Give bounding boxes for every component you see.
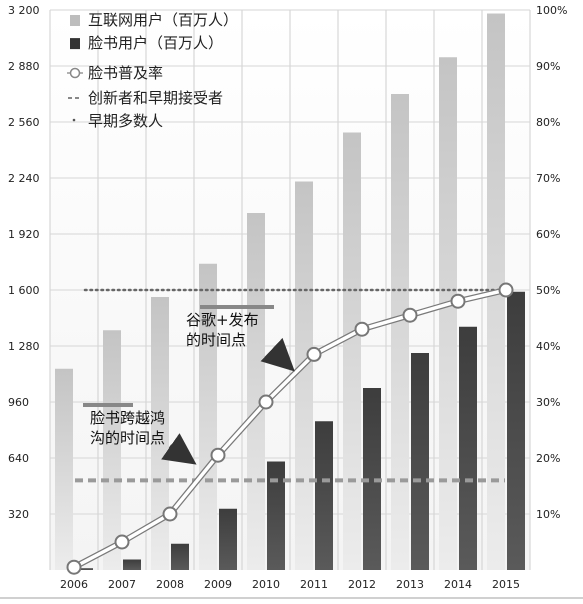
y-right-tick-label: 80% [536, 116, 560, 129]
y-right-tick-label: 90% [536, 60, 560, 73]
y-right-tick-label: 70% [536, 172, 560, 185]
bar-facebook-users [315, 421, 333, 570]
bar-facebook-users [267, 461, 285, 570]
penetration-point [162, 506, 178, 522]
annotation-chasm-line1: 脸书跨越鸿 [90, 409, 165, 427]
annotation-chasm-bar [83, 403, 133, 407]
annotation-google-line2: 的时间点 [186, 331, 246, 349]
bar-internet-users [295, 181, 313, 570]
axes: 320 640 960 1 280 1 600 1 920 2 240 2 560 2 880 3… [0, 4, 583, 599]
bar-facebook-users [123, 559, 141, 570]
reference-lines [75, 288, 507, 483]
x-tick-label: 2013 [396, 578, 424, 591]
y-left-tick-label: 2 560 [8, 116, 40, 129]
legend-label-innovators: 创新者和早期接受者 [88, 89, 223, 107]
penetration-point [306, 346, 322, 362]
y-left-tick-label: 960 [8, 396, 29, 409]
penetration-point [354, 321, 370, 337]
y-right-tick-label: 40% [536, 340, 560, 353]
bar-facebook-users [171, 543, 189, 570]
x-tick-label: 2006 [60, 578, 88, 591]
y-left-tick-label: 640 [8, 452, 29, 465]
bar-facebook-users [219, 508, 237, 570]
y-left-tick-label: 3 200 [8, 4, 40, 17]
bar-internet-users [151, 297, 169, 570]
penetration-point [210, 447, 226, 463]
penetration-point [258, 394, 274, 410]
y-left-tick-label: 1 280 [8, 340, 40, 353]
bar-internet-users [247, 213, 265, 570]
legend-swatch-facebook [70, 38, 80, 50]
penetration-point [498, 282, 514, 298]
bar-facebook-users [363, 388, 381, 570]
x-tick-label: 2010 [252, 578, 280, 591]
bar-internet-users [199, 263, 217, 570]
legend-label-facebook: 脸书用户（百万人） [88, 34, 223, 52]
y-left-tick-label: 2 880 [8, 60, 40, 73]
x-tick-label: 2014 [444, 578, 472, 591]
y-right-tick-label: 10% [536, 508, 560, 521]
annotation-google-line1: 谷歌+发布 [186, 311, 259, 329]
penetration-line-path [73, 288, 507, 569]
y-right-tick-label: 30% [536, 396, 560, 409]
y-right-tick-label: 60% [536, 228, 560, 241]
x-tick-label: 2008 [156, 578, 184, 591]
bar-facebook-users [411, 353, 429, 570]
x-tick-label: 2012 [348, 578, 376, 591]
y-left-tick-label: 1 600 [8, 284, 40, 297]
legend-label-early-majority: 早期多数人 [88, 112, 163, 130]
x-tick-label: 2007 [108, 578, 136, 591]
y-right-tick-label: 50% [536, 284, 560, 297]
bar-facebook-users [75, 568, 93, 570]
bars [55, 13, 525, 570]
legend-label-penetration: 脸书普及率 [88, 64, 163, 82]
annotation-chasm-arrow [161, 433, 197, 465]
y-left-tick-label: 1 920 [8, 228, 40, 241]
penetration-point [66, 559, 82, 575]
legend-swatch-penetration-point [69, 67, 81, 79]
y-right-tick-label: 100% [536, 4, 567, 17]
bar-internet-users [55, 368, 73, 570]
annotation-google-arrow [260, 337, 295, 372]
penetration-line [66, 282, 514, 575]
legend-label-internet: 互联网用户（百万人） [88, 11, 238, 29]
x-tick-label: 2015 [492, 578, 520, 591]
penetration-point [402, 307, 418, 323]
bar-facebook-users [507, 291, 525, 570]
y-right-tick-label: 20% [536, 452, 560, 465]
x-tick-label: 2009 [204, 578, 232, 591]
legend-swatch-early-majority [72, 118, 76, 122]
bar-internet-users [343, 132, 361, 570]
legend-swatch-internet [70, 15, 80, 26]
x-tick-label: 2011 [300, 578, 328, 591]
bar-internet-users [439, 57, 457, 570]
bar-facebook-users [459, 326, 477, 570]
y-left-tick-label: 320 [8, 508, 29, 521]
y-left-tick-label: 2 240 [8, 172, 40, 185]
annotation-chasm-line2: 沟的时间点 [90, 429, 165, 447]
bar-internet-users [391, 94, 409, 570]
bar-internet-users [103, 330, 121, 570]
penetration-point [114, 534, 130, 550]
penetration-point [450, 293, 466, 309]
annotation-google-bar [200, 305, 274, 309]
